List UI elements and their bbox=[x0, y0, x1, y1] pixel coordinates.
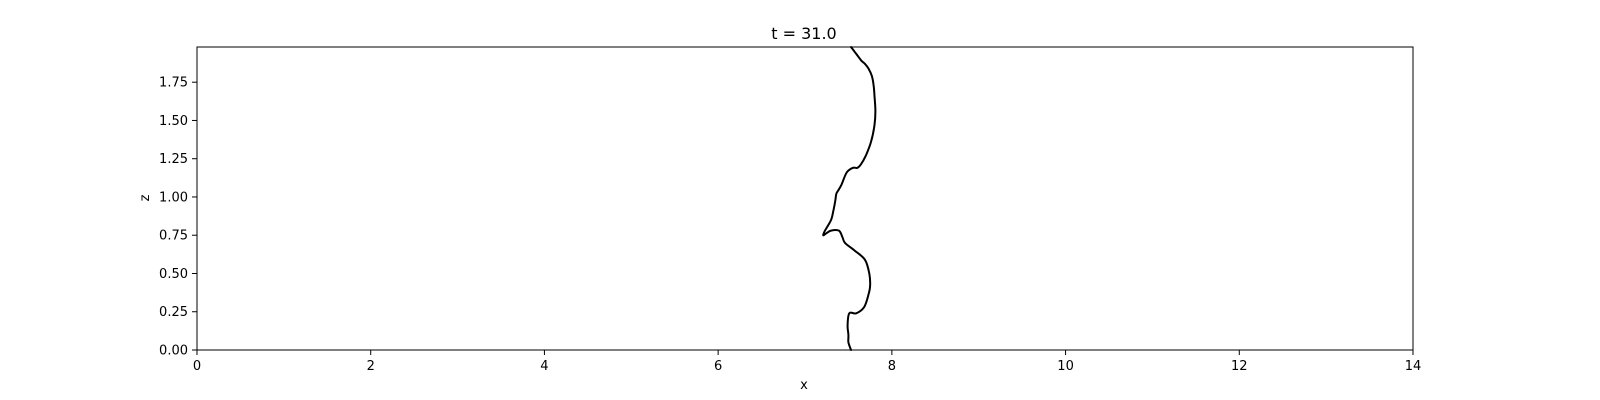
x-tick-label: 2 bbox=[367, 359, 375, 374]
y-tick-label: 1.75 bbox=[159, 76, 188, 91]
x-tick-label: 14 bbox=[1405, 359, 1422, 374]
x-tick-label: 8 bbox=[888, 359, 896, 374]
y-axis: 0.00 0.25 0.50 0.75 1.00 1.25 1.50 1.75 bbox=[159, 76, 197, 359]
x-tick-label: 10 bbox=[1057, 359, 1074, 374]
x-tick-label: 0 bbox=[193, 359, 201, 374]
x-tick-label: 6 bbox=[714, 359, 722, 374]
plot-area bbox=[196, 46, 1414, 351]
y-tick-label: 0.50 bbox=[159, 267, 188, 282]
y-tick-label: 0.25 bbox=[159, 305, 188, 320]
plot-frame bbox=[196, 46, 1414, 351]
x-axis: 0 2 4 6 8 10 12 14 bbox=[193, 350, 1421, 374]
y-tick-label: 1.00 bbox=[159, 190, 188, 205]
y-axis-label: z bbox=[138, 194, 153, 201]
y-tick-label: 1.25 bbox=[159, 152, 188, 167]
interface-curve bbox=[822, 46, 877, 351]
x-tick-label: 12 bbox=[1231, 359, 1248, 374]
x-tick-label: 4 bbox=[540, 359, 548, 374]
y-tick-label: 0.00 bbox=[159, 344, 188, 359]
y-tick-label: 1.50 bbox=[159, 114, 188, 129]
chart-title: t = 31.0 bbox=[771, 24, 836, 43]
y-tick-label: 0.75 bbox=[159, 229, 188, 244]
x-axis-label: x bbox=[800, 378, 808, 393]
